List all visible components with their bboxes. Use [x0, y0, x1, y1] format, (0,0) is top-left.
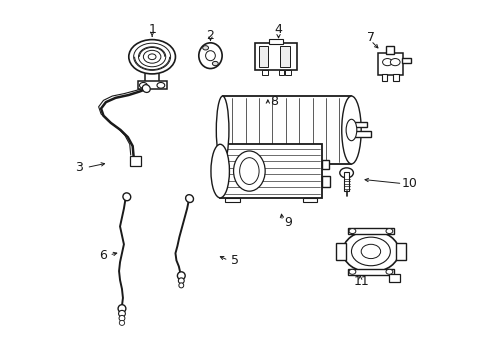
Text: 3: 3 — [75, 161, 83, 174]
Text: 5: 5 — [230, 254, 238, 267]
Circle shape — [348, 229, 355, 234]
Bar — [222, 96, 351, 164]
Ellipse shape — [205, 51, 215, 61]
Ellipse shape — [233, 151, 264, 191]
Circle shape — [351, 237, 389, 266]
Bar — [344, 172, 348, 191]
Text: 10: 10 — [401, 177, 417, 190]
Ellipse shape — [177, 272, 185, 280]
Circle shape — [385, 229, 392, 234]
Bar — [347, 228, 393, 234]
Ellipse shape — [185, 195, 193, 202]
Circle shape — [139, 82, 147, 88]
Ellipse shape — [339, 168, 353, 178]
Ellipse shape — [179, 283, 183, 288]
Ellipse shape — [122, 193, 130, 201]
Text: 7: 7 — [366, 31, 374, 44]
Bar — [381, 74, 386, 81]
Circle shape — [157, 82, 164, 88]
Bar — [220, 144, 322, 198]
Ellipse shape — [119, 315, 124, 321]
Bar — [130, 156, 141, 166]
Circle shape — [128, 40, 175, 74]
Text: 2: 2 — [206, 29, 214, 42]
Bar — [224, 198, 239, 202]
Circle shape — [382, 59, 391, 66]
Text: 11: 11 — [353, 275, 368, 288]
Bar — [285, 69, 290, 75]
Circle shape — [342, 231, 398, 272]
Circle shape — [385, 269, 392, 274]
Bar — [386, 46, 393, 54]
Bar — [322, 160, 328, 169]
Text: 1: 1 — [148, 23, 156, 36]
Ellipse shape — [119, 320, 124, 325]
Bar — [392, 74, 398, 81]
Circle shape — [148, 54, 156, 60]
Circle shape — [361, 244, 380, 258]
Circle shape — [389, 59, 399, 66]
Ellipse shape — [118, 305, 125, 312]
Ellipse shape — [346, 119, 356, 141]
Ellipse shape — [216, 96, 228, 164]
Bar — [268, 39, 283, 44]
Bar — [258, 46, 268, 67]
Bar — [278, 69, 284, 75]
Text: 8: 8 — [269, 95, 277, 108]
Circle shape — [212, 62, 218, 66]
Circle shape — [348, 269, 355, 274]
Text: 6: 6 — [100, 248, 107, 261]
Bar — [335, 243, 345, 260]
Ellipse shape — [118, 310, 125, 317]
Bar — [347, 122, 366, 127]
Bar — [401, 58, 410, 63]
Ellipse shape — [178, 278, 184, 284]
Bar — [302, 198, 317, 202]
Ellipse shape — [239, 158, 259, 184]
Ellipse shape — [142, 85, 150, 93]
Ellipse shape — [199, 43, 222, 68]
Bar — [377, 53, 402, 75]
Bar — [388, 274, 399, 282]
Bar — [347, 269, 393, 275]
Bar — [322, 176, 329, 187]
Bar — [262, 69, 268, 75]
Bar — [395, 243, 405, 260]
Ellipse shape — [210, 144, 229, 198]
Bar — [280, 46, 289, 67]
Bar — [254, 43, 297, 70]
Text: 4: 4 — [274, 23, 282, 36]
Bar — [347, 131, 370, 137]
Text: 9: 9 — [284, 216, 292, 229]
Ellipse shape — [341, 96, 361, 164]
Bar — [137, 81, 166, 89]
Circle shape — [202, 46, 208, 50]
